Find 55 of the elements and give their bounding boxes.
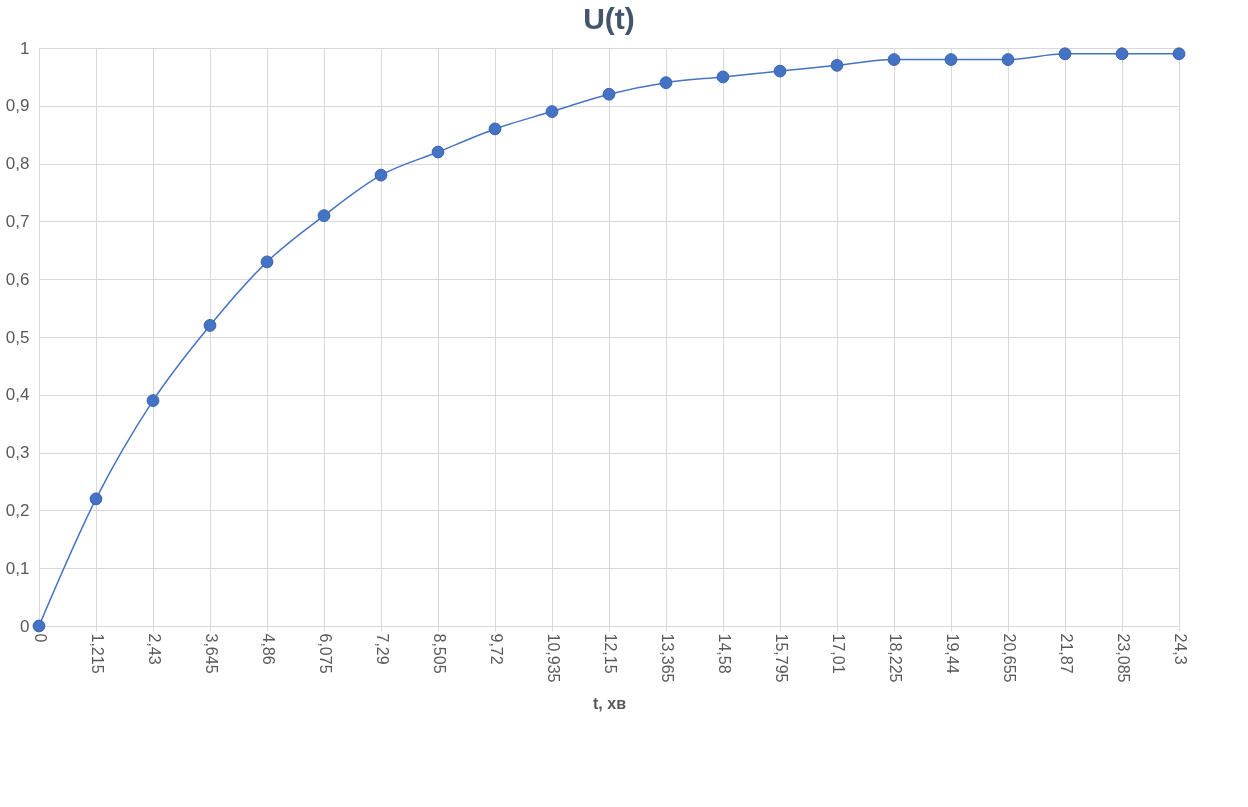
point xyxy=(830,58,844,72)
x-tick-label: 14,58 xyxy=(715,633,733,674)
y-tick-label: 1 xyxy=(20,38,30,58)
point xyxy=(317,209,331,223)
y-tick-label: 0,2 xyxy=(5,500,30,520)
point xyxy=(488,122,502,136)
x-tick-label: 3,645 xyxy=(202,633,220,674)
x-tick-label: 8,505 xyxy=(430,633,448,674)
point xyxy=(944,53,958,66)
y-tick-label: 0 xyxy=(20,616,30,636)
point xyxy=(431,145,445,159)
point xyxy=(773,64,787,78)
x-tick-label: 19,44 xyxy=(943,633,961,674)
x-tick-label: 10,935 xyxy=(544,633,562,683)
x-tick-label: 23,085 xyxy=(1114,633,1132,683)
x-tick-label: 4,86 xyxy=(259,633,277,665)
y-tick-label: 0,6 xyxy=(5,269,30,289)
x-tick-label: 20,655 xyxy=(1000,633,1018,683)
x-tick-label: 13,365 xyxy=(658,633,676,683)
x-tick-label: 1,215 xyxy=(88,633,106,674)
x-tick-label: 18,225 xyxy=(886,633,904,683)
point xyxy=(374,168,388,182)
point xyxy=(146,394,160,407)
x-tick-label: 17,01 xyxy=(829,633,847,674)
x-tick-label: 12,15 xyxy=(601,633,619,674)
point xyxy=(887,53,901,66)
x-tick-label: 2,43 xyxy=(145,633,163,665)
x-tick-label: 21,87 xyxy=(1057,633,1075,674)
x-tick-label: 6,075 xyxy=(316,633,334,674)
x-tick-label: 15,795 xyxy=(772,633,790,683)
point xyxy=(89,492,103,506)
x-tick-label: 9,72 xyxy=(487,633,505,665)
x-tick-label: 24,3 xyxy=(1171,633,1189,665)
point xyxy=(203,319,217,332)
x-axis-title: t, хв xyxy=(593,695,627,713)
y-tick-label: 0,1 xyxy=(5,558,30,578)
y-tick-label: 0,8 xyxy=(5,154,30,174)
point xyxy=(32,619,46,633)
chart-title: U(t) xyxy=(583,2,635,35)
y-tick-label: 0,4 xyxy=(5,385,30,405)
point xyxy=(545,105,559,118)
y-tick-label: 0,5 xyxy=(5,327,30,347)
x-tick-label: 0 xyxy=(31,633,49,643)
y-tick-label: 0,3 xyxy=(5,443,30,463)
x-tick-label: 7,29 xyxy=(373,633,391,665)
point xyxy=(716,70,730,84)
point xyxy=(260,255,274,269)
y-tick-label: 0,9 xyxy=(5,96,30,116)
y-tick-label: 0,7 xyxy=(5,211,30,231)
point xyxy=(602,87,616,101)
point xyxy=(1115,47,1129,61)
point xyxy=(659,76,673,90)
point xyxy=(1172,47,1186,61)
point xyxy=(1001,53,1015,66)
point xyxy=(1058,47,1072,61)
